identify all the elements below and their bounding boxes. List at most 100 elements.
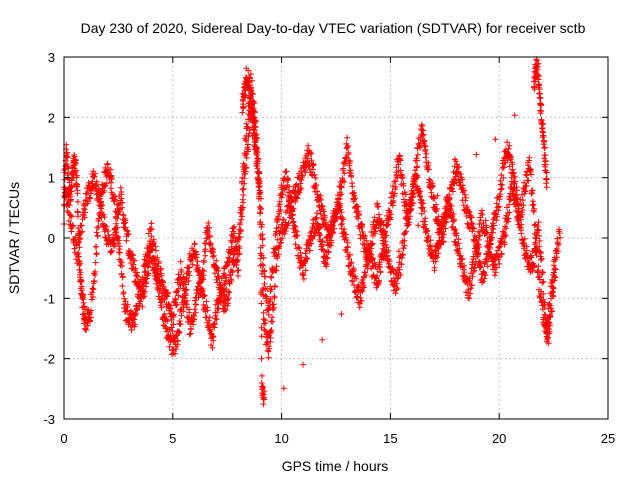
y-tick-label: -1 [43, 291, 55, 306]
data-point [455, 240, 462, 247]
data-point [324, 255, 331, 262]
data-point [92, 259, 99, 266]
data-point [81, 325, 88, 332]
data-point [536, 232, 542, 239]
data-point [316, 225, 323, 232]
data-point [202, 246, 209, 253]
data-point [443, 219, 450, 226]
data-point [375, 203, 382, 210]
data-point [175, 292, 182, 299]
data-point [417, 144, 423, 151]
data-point [409, 199, 416, 206]
data-point [426, 176, 433, 183]
data-point [90, 294, 96, 300]
data-point [152, 247, 159, 254]
data-point [535, 227, 542, 234]
data-point [81, 303, 88, 310]
data-point [223, 274, 230, 281]
data-point [347, 251, 353, 258]
data-point [523, 182, 530, 189]
data-point [251, 119, 258, 126]
data-point [260, 401, 267, 408]
data-point [417, 193, 424, 200]
data-point [344, 142, 351, 149]
data-point [230, 225, 237, 232]
data-point [543, 169, 550, 176]
data-point [555, 248, 562, 255]
data-point [257, 189, 264, 196]
data-point [145, 230, 152, 237]
data-point [257, 206, 264, 213]
data-point [200, 268, 207, 275]
axis-ticks: 0 5 10 15 20 25 -3 -2 -1 0 1 2 3 [43, 50, 615, 446]
data-point [474, 240, 481, 247]
data-point [268, 327, 275, 334]
data-point [185, 278, 192, 284]
data-point [222, 277, 229, 284]
data-point [549, 308, 556, 315]
data-point [338, 311, 345, 317]
data-point [483, 258, 490, 265]
data-point [477, 217, 484, 224]
x-tick-label: 0 [60, 431, 67, 446]
data-point [511, 112, 518, 119]
data-point [376, 264, 383, 271]
data-point [232, 235, 239, 242]
data-point [383, 244, 390, 251]
data-point [228, 278, 235, 284]
y-tick-label: 0 [48, 231, 55, 246]
data-point [287, 204, 294, 211]
data-point [379, 234, 386, 241]
data-point [206, 234, 213, 240]
data-point [397, 167, 404, 174]
data-point [347, 158, 354, 165]
data-point [374, 273, 381, 279]
data-point [528, 254, 535, 261]
data-point [253, 148, 260, 155]
data-point [288, 194, 295, 201]
data-point [422, 215, 429, 222]
data-point [294, 232, 301, 239]
data-point [210, 249, 216, 256]
data-point [285, 177, 292, 183]
x-tick-label: 10 [274, 431, 288, 446]
grid [64, 57, 608, 419]
data-point [420, 200, 427, 207]
data-point [436, 231, 443, 238]
data-point [156, 289, 163, 296]
data-point [422, 143, 429, 150]
data-point [555, 241, 562, 248]
data-point [72, 167, 79, 174]
data-point [221, 306, 228, 313]
data-point [377, 269, 384, 276]
data-point [313, 182, 320, 188]
data-point [391, 178, 398, 185]
data-point [476, 236, 482, 243]
data-point [519, 207, 526, 213]
data-point [408, 202, 415, 209]
data-point [462, 194, 469, 201]
data-point [265, 354, 272, 361]
data-point [376, 277, 382, 284]
data-point [518, 227, 525, 234]
data-point [361, 284, 368, 291]
data-point [514, 217, 521, 224]
chart-title: Day 230 of 2020, Sidereal Day-to-day VTE… [81, 20, 586, 36]
data-point [405, 215, 412, 222]
data-point [170, 321, 177, 328]
data-point [186, 272, 193, 279]
data-point [298, 185, 305, 192]
data-point [221, 281, 228, 288]
data-point [398, 261, 405, 267]
data-point [538, 101, 545, 108]
data-point [192, 248, 199, 255]
data-point [449, 188, 456, 195]
data-point [218, 297, 224, 304]
data-point [68, 182, 75, 189]
data-point [335, 195, 341, 202]
data-point [434, 254, 441, 261]
data-point [504, 139, 511, 146]
data-point [506, 209, 513, 216]
data-point [66, 202, 73, 209]
y-tick-label: 2 [48, 110, 55, 125]
